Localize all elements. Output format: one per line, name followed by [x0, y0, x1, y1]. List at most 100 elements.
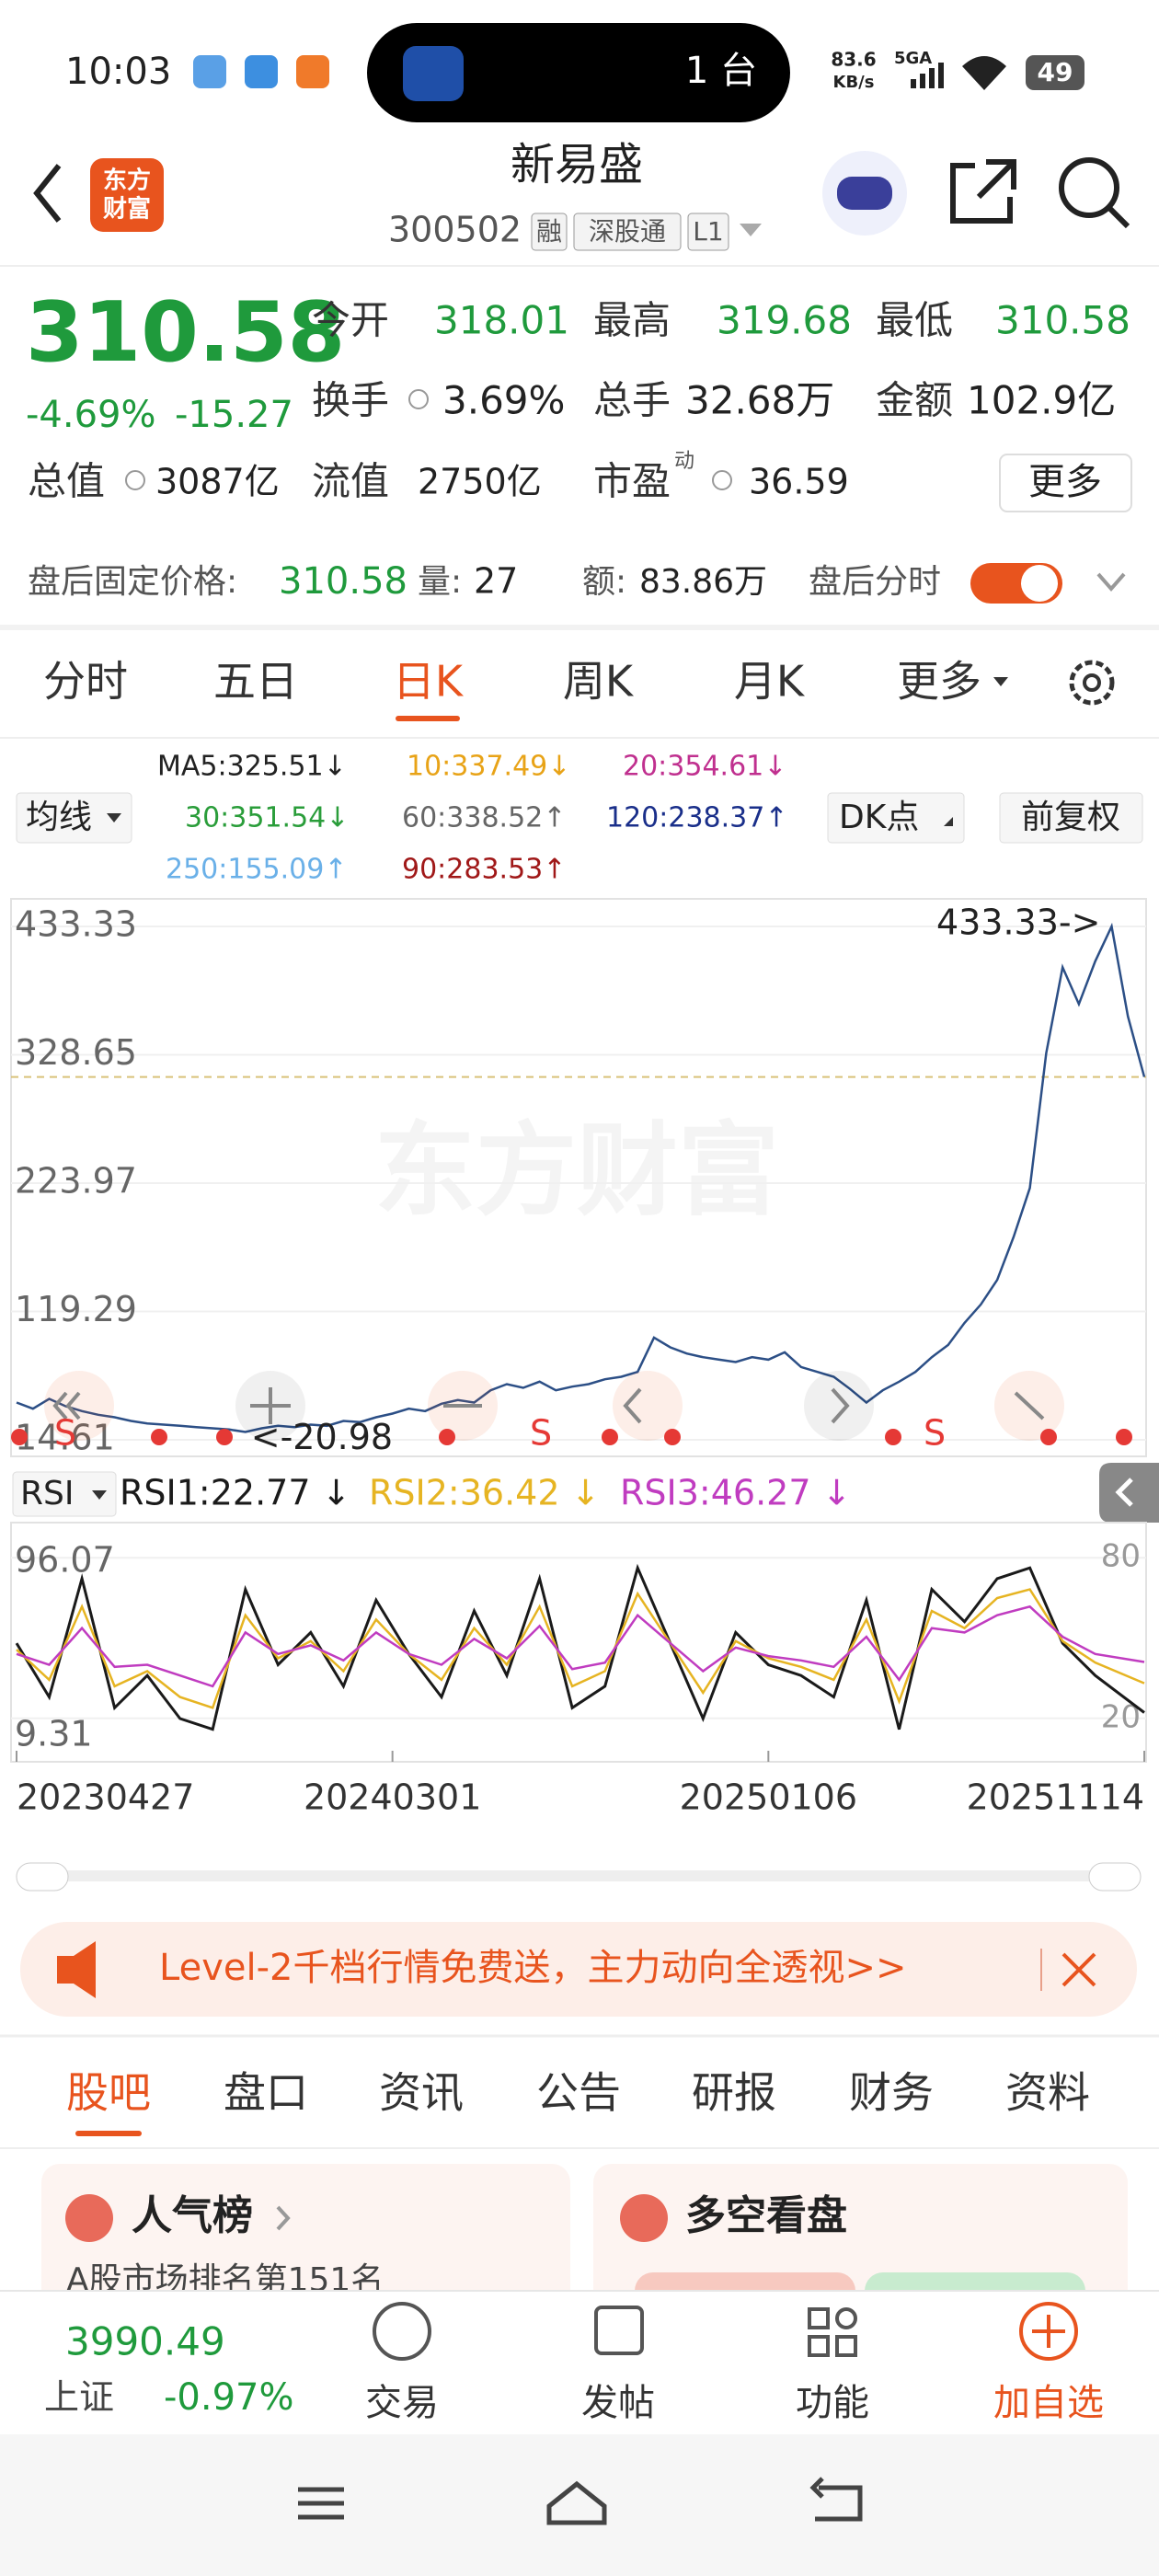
banner[interactable]	[20, 1922, 1137, 2017]
tag-box	[531, 213, 568, 251]
stats: 今开 318.01 最高 319.68 最低 310.58 换手 3.69% 总手 32.68万金…	[28, 298, 1130, 504]
signal-dot	[664, 1429, 681, 1445]
period-tabs: 分时 五日 日K 周K 月K 更多	[43, 657, 981, 707]
ma-button-label: 均线	[26, 799, 92, 836]
signal-label: S	[530, 1413, 552, 1454]
banner-close[interactable]	[1061, 1952, 1096, 1987]
section-tab[interactable]: 股吧	[66, 2068, 151, 2118]
expand-button[interactable]	[1096, 572, 1126, 592]
dk-button[interactable]	[827, 792, 965, 844]
chart-control[interactable]	[44, 1371, 114, 1441]
y-tick-label: 328.65	[15, 1032, 137, 1073]
stat-label: 总手	[593, 378, 671, 423]
y-tick-label: 433.33	[15, 904, 137, 945]
chart-control[interactable]	[804, 1371, 874, 1441]
action-label[interactable]: 交易	[365, 2382, 439, 2424]
section-tab[interactable]: 盘口	[224, 2068, 308, 2118]
legend-entry: RSI1:22.77 ↓	[120, 1473, 350, 1513]
rsi-series	[16, 1588, 1145, 1709]
section-tab[interactable]: 研报	[692, 2068, 776, 2118]
scroll-handle[interactable]	[1088, 1862, 1142, 1892]
ma-label: 30:351.54↓	[185, 802, 349, 834]
info-icon	[712, 470, 732, 490]
dynamic-island	[367, 23, 790, 122]
scroll-track	[18, 1870, 1141, 1881]
rsi-selector[interactable]	[12, 1471, 117, 1517]
change-pct: -4.69%	[26, 394, 156, 436]
x-tick-label: 20230427	[17, 1777, 194, 1818]
section-tab[interactable]: 公告	[536, 2068, 621, 2118]
more-label: 更多	[1028, 461, 1102, 503]
period-tab[interactable]: 月K	[734, 657, 806, 707]
rsi-selector-label: RSI	[20, 1475, 74, 1512]
stat-value: 310.58	[995, 298, 1130, 343]
adjust-button[interactable]	[999, 792, 1143, 844]
max-label: 433.33->	[936, 903, 1101, 943]
period-tab[interactable]: 日K	[393, 657, 465, 707]
period-tab[interactable]: 分时	[43, 657, 128, 707]
home-button[interactable]	[546, 2480, 607, 2525]
clock: 10:03	[65, 51, 171, 93]
corner-arrow	[944, 817, 953, 826]
y-tick-label: 119.29	[15, 1289, 137, 1329]
ma-labels: MA5:325.51↓ 10:337.49↓ 20:354.61↓ 30:351.54…	[157, 751, 787, 886]
back-nav-button[interactable]	[809, 2477, 863, 2522]
price-chart: 14.61 119.29 223.97 328.65 433.33 433.33-> <-2…	[11, 903, 1146, 1458]
legend-entry: RSI3:46.27 ↓	[620, 1473, 851, 1513]
scroll-handle[interactable]	[16, 1862, 69, 1892]
watermark: 东方财富	[374, 1111, 779, 1229]
avatar-face	[837, 177, 892, 210]
post-icon	[594, 2306, 644, 2355]
tab-underline	[75, 2131, 142, 2136]
action-label[interactable]: 加自选	[993, 2382, 1104, 2424]
settings-button[interactable]	[1069, 660, 1115, 706]
megaphone-icon	[57, 1941, 96, 1998]
index-value[interactable]: 3990.49	[65, 2319, 225, 2364]
chart-control[interactable]	[613, 1371, 683, 1441]
section-tab[interactable]: 资料	[1005, 2068, 1090, 2118]
more-button[interactable]	[999, 454, 1132, 512]
rsi-frame	[10, 1522, 1147, 1763]
nav-bar	[0, 2434, 1159, 2576]
period-tab[interactable]: 更多	[897, 657, 981, 707]
volume-label: 量:	[418, 563, 462, 601]
network-type: 5GA	[894, 49, 932, 68]
signal-dot	[151, 1429, 167, 1445]
side-tab[interactable]	[1099, 1463, 1159, 1523]
action-label[interactable]: 功能	[796, 2382, 869, 2424]
y-tick-label: 223.97	[15, 1161, 137, 1202]
signal-dot	[216, 1429, 233, 1445]
dropdown-arrow	[993, 677, 1008, 686]
toggle-knob	[1021, 565, 1058, 602]
net-unit: KB/s	[833, 73, 875, 92]
dropdown-arrow	[107, 813, 121, 822]
period-tab[interactable]: 周K	[563, 657, 635, 707]
dropdown-arrow[interactable]	[740, 224, 762, 236]
y-tick-label: 9.31	[15, 1714, 93, 1754]
action-label[interactable]: 发帖	[581, 2382, 655, 2424]
ma-button[interactable]	[16, 792, 132, 844]
signal-icon	[911, 63, 944, 88]
back-button[interactable]	[33, 164, 62, 223]
rsi-series	[15, 1563, 1145, 1731]
share-button[interactable]	[950, 159, 1016, 224]
min-label: <-20.98	[251, 1417, 393, 1457]
menu-button[interactable]	[298, 2487, 344, 2520]
period-tab[interactable]: 五日	[213, 657, 298, 707]
section-tab[interactable]: 财务	[849, 2068, 934, 2118]
stat-label: 最高	[593, 298, 671, 343]
search-button[interactable]	[1059, 157, 1119, 218]
actions: 交易 发帖 功能 加自选	[365, 2382, 1104, 2424]
toggle-label: 盘后分时	[809, 563, 941, 601]
signal-label: S	[54, 1413, 76, 1454]
x-tick-label: 20240301	[304, 1777, 481, 1818]
section-tab[interactable]: 资讯	[379, 2068, 464, 2118]
wifi-icon	[962, 56, 1006, 90]
card-chevron	[276, 2205, 291, 2231]
signal-dot	[1116, 1429, 1132, 1445]
index-name: 上证	[44, 2377, 114, 2418]
search-handle	[1107, 205, 1130, 229]
stat-label: 流值	[312, 459, 389, 504]
app-icon	[245, 55, 278, 88]
